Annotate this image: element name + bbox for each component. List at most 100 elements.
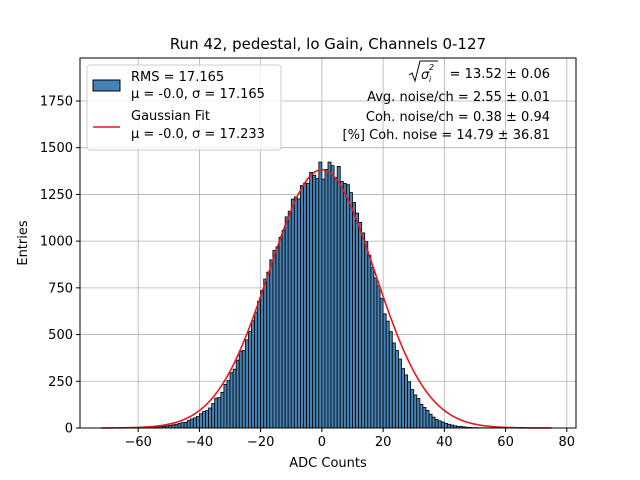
histogram-bar	[321, 178, 326, 429]
annotation-avg-noise: Avg. noise/ch = 2.55 ± 0.01	[367, 90, 550, 105]
legend-fit-stats: μ = -0.0, σ = 17.233	[131, 127, 265, 142]
y-tick-label: 1250	[40, 188, 73, 203]
histogram-bar	[379, 298, 384, 429]
y-tick-label: 1750	[40, 94, 73, 109]
histogram-bar	[281, 229, 286, 429]
histogram-bar	[232, 368, 237, 429]
histogram-bar	[367, 254, 372, 429]
histogram-bar	[202, 411, 206, 429]
histogram-bar	[269, 259, 274, 429]
histogram-bar	[226, 380, 231, 429]
gaussian-fit-line	[101, 168, 552, 429]
histogram-bar	[364, 241, 369, 429]
histogram-bars	[153, 161, 491, 429]
histogram-bar	[287, 210, 292, 429]
legend-histogram-stats: μ = -0.0, σ = 17.165	[131, 87, 265, 102]
histogram-bar	[223, 384, 228, 429]
y-tick-label: 0	[65, 422, 73, 437]
histogram-bar	[385, 320, 390, 429]
histogram-bar	[296, 198, 301, 429]
histogram-bar	[278, 236, 283, 429]
histogram-bar	[373, 277, 378, 429]
histogram-bar	[220, 391, 225, 429]
histogram-bar	[404, 374, 409, 429]
legend: RMS = 17.165 μ = -0.0, σ = 17.165 Gaussi…	[86, 64, 282, 151]
legend-fit-label: Gaussian Fit	[131, 109, 210, 124]
x-tick-label: −60	[124, 435, 151, 450]
y-tick-label: 1000	[40, 235, 73, 250]
histogram-bar	[443, 422, 448, 429]
histogram-bar	[413, 394, 418, 429]
histogram-bar	[422, 407, 427, 429]
histogram-bar	[440, 421, 445, 429]
histogram-bar	[407, 381, 412, 429]
histogram-bar	[300, 185, 304, 429]
histogram-bar	[345, 184, 350, 429]
histogram-bar	[208, 407, 213, 429]
histogram-bar	[254, 311, 258, 429]
sqrt-sigma-symbol: σ 2 i	[408, 60, 438, 84]
svg-text:2: 2	[429, 63, 434, 72]
histogram-bar	[263, 278, 268, 429]
histogram-bar	[211, 403, 216, 429]
annotation-coh-noise: Coh. noise/ch = 0.38 ± 0.94	[366, 110, 550, 125]
histogram-bar	[434, 419, 439, 429]
histogram-bar	[306, 182, 311, 429]
histogram-bar	[349, 192, 353, 429]
histogram-bar	[388, 331, 393, 429]
x-axis-ticks: −60 −40 −20 0 20 40 60 80	[124, 428, 575, 450]
histogram-bar	[199, 413, 203, 429]
histogram-bar	[257, 300, 262, 429]
x-tick-label: −20	[247, 435, 274, 450]
histogram-bar	[382, 313, 387, 429]
histogram-bar	[318, 161, 323, 429]
histogram-bar	[391, 342, 396, 429]
histogram-bar	[174, 423, 179, 429]
x-tick-label: 80	[559, 435, 576, 450]
histogram-bar	[244, 339, 249, 429]
histogram-bar	[342, 182, 347, 429]
y-tick-label: 500	[48, 328, 73, 343]
histogram-bar	[428, 413, 433, 429]
gaussian-fit-layer	[101, 168, 552, 429]
histogram-bar	[370, 267, 375, 429]
histogram-bar	[251, 320, 255, 429]
histogram-bar	[235, 359, 240, 429]
x-tick-label: 20	[375, 435, 392, 450]
svg-text:i: i	[429, 75, 432, 84]
annotation-coh-noise-pct: [%] Coh. noise = 14.79 ± 36.81	[343, 128, 551, 143]
histogram-bar	[293, 196, 298, 429]
histogram-bar	[327, 161, 332, 429]
histogram-bar	[437, 420, 442, 429]
histogram-bar	[352, 202, 356, 429]
histogram-bar	[410, 389, 415, 429]
histogram-bar	[238, 350, 243, 429]
histogram-bar	[303, 182, 307, 429]
histogram-bar	[358, 222, 363, 429]
legend-box	[86, 64, 282, 151]
chart-title: Run 42, pedestal, lo Gain, Channels 0-12…	[170, 35, 486, 53]
histogram-bar	[183, 421, 188, 429]
annotations: σ 2 i = 13.52 ± 0.06 Avg. noise/ch = 2.5…	[343, 60, 551, 143]
histogram-bar	[330, 165, 335, 429]
svg-text:σ: σ	[421, 68, 430, 83]
histogram-bar	[419, 403, 424, 429]
histogram-bar	[431, 416, 436, 429]
histogram-bar	[376, 285, 381, 429]
histogram-bar	[272, 250, 277, 429]
x-tick-label: 40	[436, 435, 453, 450]
x-tick-label: 0	[318, 435, 326, 450]
histogram-bar	[312, 174, 317, 429]
histogram-bar	[275, 246, 280, 429]
histogram-bar	[290, 198, 295, 429]
histogram-bar	[266, 271, 271, 429]
histogram-bar	[214, 397, 219, 429]
histogram-bar	[324, 168, 329, 429]
y-axis-ticks: 0 250 500 750 1000 1250 1500 1750	[40, 94, 80, 437]
histogram-bar	[336, 165, 341, 429]
histogram-bar	[447, 423, 451, 429]
y-tick-label: 750	[48, 281, 73, 296]
x-tick-label: −40	[186, 435, 213, 450]
histogram-bar	[394, 350, 399, 429]
